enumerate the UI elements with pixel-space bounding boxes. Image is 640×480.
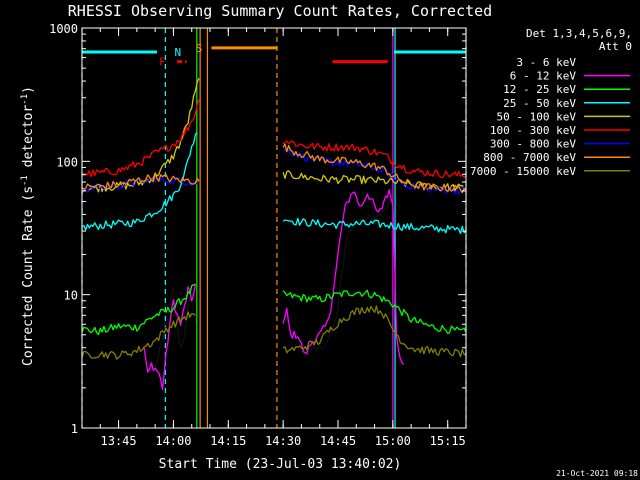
series-line-7-seg-0 <box>81 173 200 190</box>
y-tick-label: 10 <box>64 289 78 303</box>
y-tick-label: 1000 <box>49 22 78 36</box>
legend-label-1: 6 - 12 keV <box>510 70 577 83</box>
series-line-4-seg-1 <box>282 170 467 192</box>
y-tick-label: 1 <box>71 422 78 436</box>
legend-label-4: 50 - 100 keV <box>497 110 577 123</box>
detector-label: Det 1,3,4,5,6,9, <box>526 27 632 40</box>
series-line-0-seg-1 <box>304 202 392 352</box>
series-line-5-seg-0 <box>81 99 200 178</box>
series-line-3-seg-0 <box>81 131 198 231</box>
series-line-3-seg-1 <box>282 217 467 235</box>
x-tick-label: 14:00 <box>155 434 191 448</box>
x-tick-label: 14:30 <box>265 434 301 448</box>
x-tick-label: 14:15 <box>210 434 246 448</box>
x-tick-label: 13:45 <box>101 434 137 448</box>
series-line-2-seg-0 <box>81 283 196 336</box>
legend-label-6: 300 - 800 keV <box>490 138 576 151</box>
legend-label-2: 12 - 25 keV <box>503 83 576 96</box>
series-line-6-seg-1 <box>282 146 467 196</box>
timestamp: 21-Oct-2021 09:18 <box>556 469 638 478</box>
y-axis-label: Corrected Count Rate (s-1 detector-1) <box>20 86 36 366</box>
chart-title: RHESSI Observing Summary Count Rates, Co… <box>68 2 492 20</box>
series-line-1-seg-0 <box>143 283 197 391</box>
plot-frame <box>81 27 467 429</box>
series-line-2-seg-1 <box>282 289 467 334</box>
y-tick-label: 100 <box>56 155 78 169</box>
series-line-8-seg-0 <box>81 311 196 360</box>
legend-label-8: 7000 - 15000 keV <box>470 165 576 178</box>
x-tick-label: 15:15 <box>430 434 466 448</box>
attenuator-label: Att 0 <box>599 40 632 53</box>
legend-label-3: 25 - 50 keV <box>503 97 576 110</box>
legend-label-5: 100 - 300 keV <box>490 124 576 137</box>
x-tick-label: 15:00 <box>375 434 411 448</box>
series-line-8-seg-1 <box>282 305 467 358</box>
x-tick-label: 14:45 <box>320 434 356 448</box>
series-line-5-seg-1 <box>282 140 467 179</box>
series-line-1-seg-1 <box>282 189 405 365</box>
legend-label-0: 3 - 6 keV <box>516 56 576 69</box>
series-line-7-seg-1 <box>282 143 467 194</box>
marker-s: S <box>196 42 203 55</box>
marker-f: F <box>159 56 166 69</box>
legend-label-7: 800 - 7000 keV <box>483 151 576 164</box>
marker-n: N <box>175 46 182 59</box>
x-axis-label: Start Time (23-Jul-03 13:40:02) <box>159 457 402 472</box>
